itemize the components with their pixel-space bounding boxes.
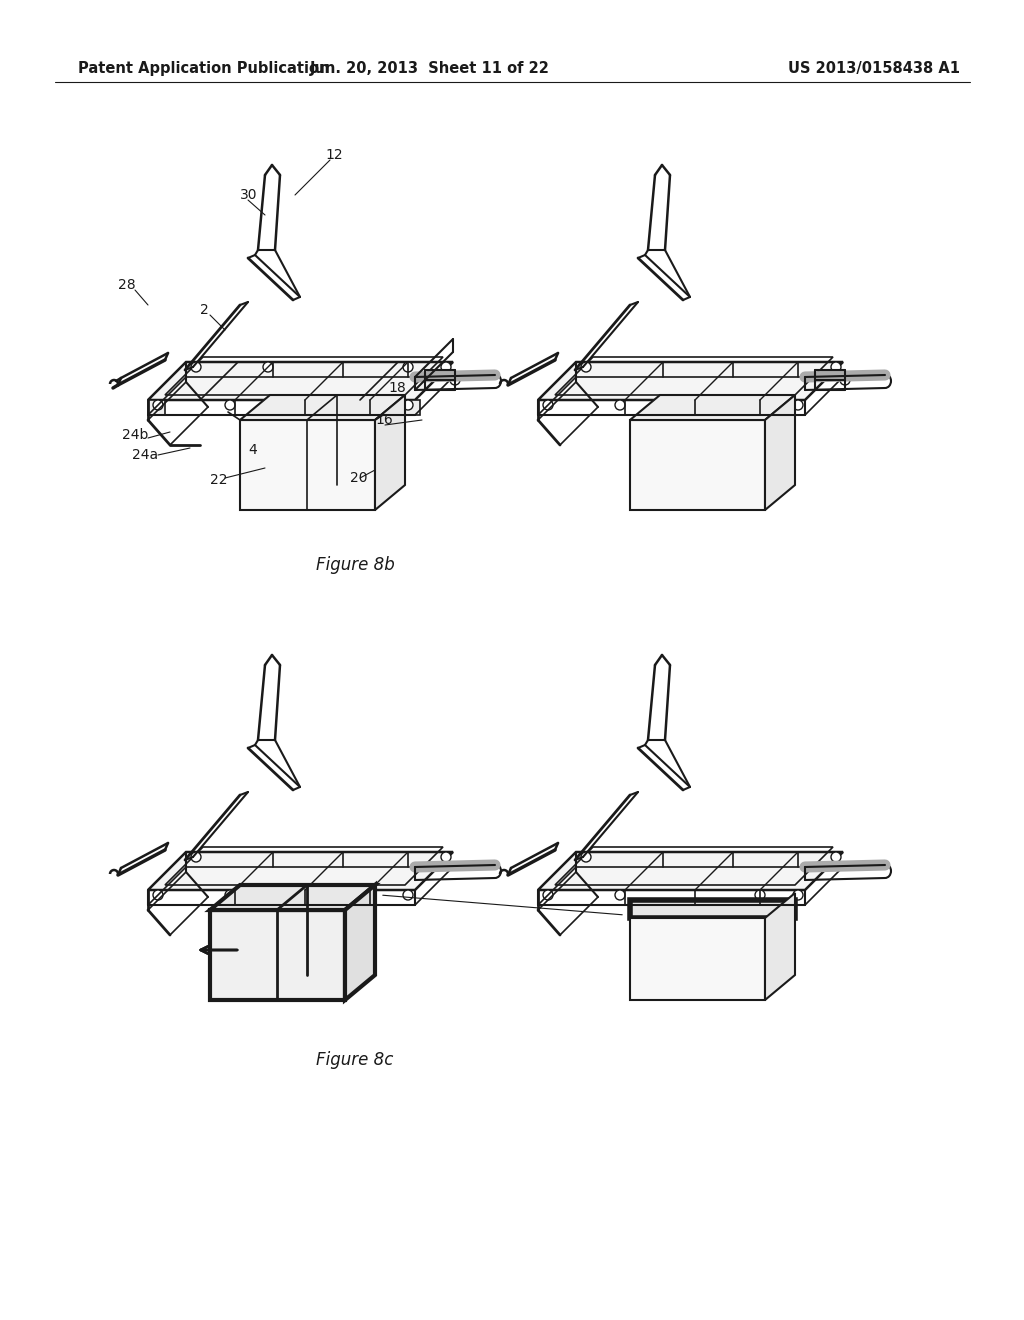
Polygon shape [538, 851, 843, 890]
Circle shape [543, 890, 553, 900]
Polygon shape [765, 395, 795, 510]
Text: 12: 12 [325, 148, 343, 162]
Circle shape [365, 890, 375, 900]
Polygon shape [148, 851, 453, 890]
Polygon shape [630, 395, 795, 420]
Text: 16: 16 [375, 413, 393, 426]
Polygon shape [406, 400, 420, 414]
Circle shape [755, 400, 765, 411]
Circle shape [615, 890, 625, 900]
Polygon shape [538, 362, 843, 400]
Circle shape [831, 851, 841, 862]
Circle shape [191, 362, 201, 372]
Circle shape [263, 362, 273, 372]
Text: 4: 4 [248, 444, 257, 457]
Circle shape [831, 362, 841, 372]
Circle shape [365, 400, 375, 411]
Text: Figure 8c: Figure 8c [316, 1051, 393, 1069]
Polygon shape [375, 395, 406, 510]
Circle shape [225, 400, 234, 411]
Circle shape [153, 400, 163, 411]
Polygon shape [630, 900, 795, 917]
Text: Jun. 20, 2013  Sheet 11 of 22: Jun. 20, 2013 Sheet 11 of 22 [310, 61, 550, 75]
Circle shape [615, 400, 625, 411]
Circle shape [403, 362, 413, 372]
Text: Figure 8b: Figure 8b [315, 556, 394, 574]
Circle shape [793, 890, 803, 900]
Polygon shape [210, 909, 345, 1001]
Circle shape [450, 375, 460, 385]
Text: 30: 30 [240, 187, 257, 202]
Polygon shape [345, 884, 375, 1001]
Polygon shape [765, 894, 795, 1001]
Text: US 2013/0158438 A1: US 2013/0158438 A1 [788, 61, 961, 75]
Text: 2: 2 [200, 304, 209, 317]
Circle shape [403, 400, 413, 411]
Polygon shape [240, 420, 375, 510]
Circle shape [441, 851, 451, 862]
Text: Patent Application Publication: Patent Application Publication [78, 61, 330, 75]
Circle shape [581, 851, 591, 862]
Circle shape [403, 890, 413, 900]
Text: 22: 22 [210, 473, 227, 487]
Polygon shape [148, 362, 453, 400]
Circle shape [840, 375, 850, 385]
Polygon shape [630, 420, 765, 510]
Circle shape [581, 362, 591, 372]
Circle shape [225, 890, 234, 900]
Circle shape [191, 851, 201, 862]
Text: 24a: 24a [132, 447, 158, 462]
Polygon shape [240, 395, 406, 420]
Polygon shape [210, 884, 375, 909]
Circle shape [441, 362, 451, 372]
Text: 24b: 24b [122, 428, 148, 442]
Polygon shape [630, 917, 765, 1001]
Polygon shape [148, 400, 165, 414]
Text: 28: 28 [118, 279, 135, 292]
Circle shape [543, 400, 553, 411]
Text: 20: 20 [350, 471, 368, 484]
Circle shape [153, 890, 163, 900]
Text: 18: 18 [388, 381, 406, 395]
Circle shape [793, 400, 803, 411]
Circle shape [755, 890, 765, 900]
